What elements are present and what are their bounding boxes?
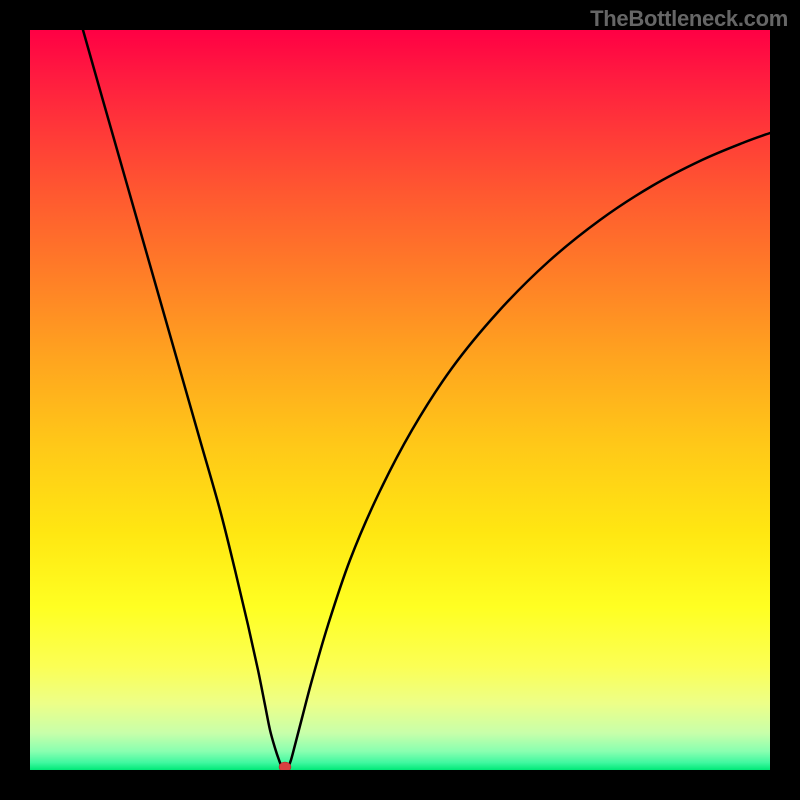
watermark-text: TheBottleneck.com: [590, 6, 788, 32]
plot-gradient-background: [30, 30, 770, 770]
chart-root: TheBottleneck.com: [0, 0, 800, 800]
